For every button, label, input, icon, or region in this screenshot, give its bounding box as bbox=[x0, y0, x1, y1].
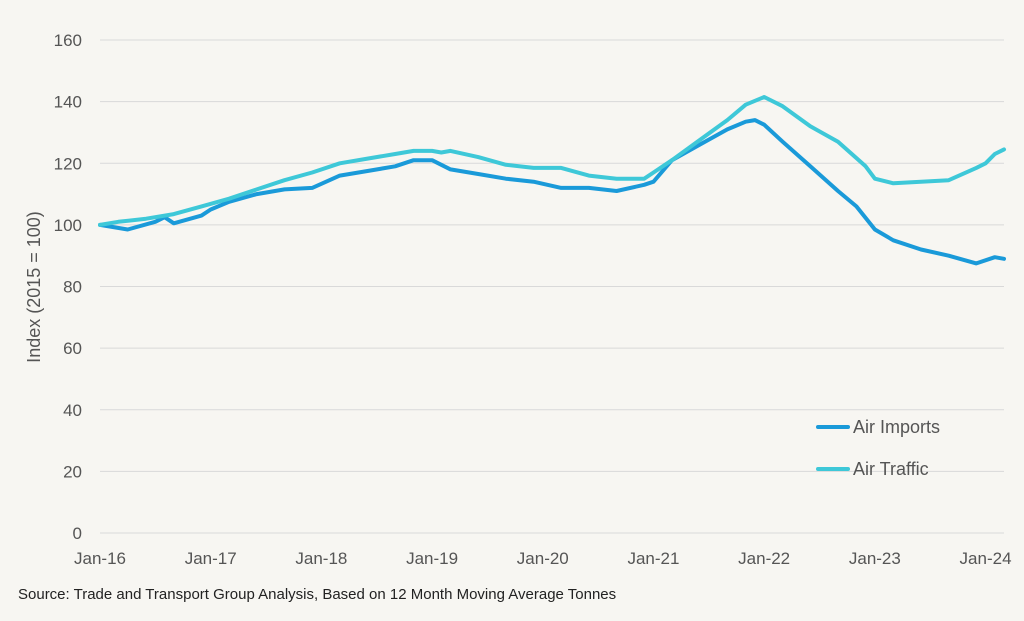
y-axis-ticks: 0 20 40 60 80 100 120 140 160 bbox=[54, 31, 82, 543]
x-tick-label: Jan-22 bbox=[738, 549, 790, 568]
gridlines bbox=[100, 39, 1004, 534]
x-tick-label: Jan-20 bbox=[517, 549, 569, 568]
x-tick-label: Jan-23 bbox=[849, 549, 901, 568]
y-axis-title: Index (2015 = 100) bbox=[24, 211, 44, 363]
y-tick-label: 60 bbox=[63, 339, 82, 358]
x-tick-label: Jan-17 bbox=[185, 549, 237, 568]
x-tick-label: Jan-19 bbox=[406, 549, 458, 568]
legend-item-air-traffic: Air Traffic bbox=[816, 459, 929, 479]
legend-label-air-imports: Air Imports bbox=[853, 417, 940, 437]
x-tick-label: Jan-21 bbox=[627, 549, 679, 568]
source-note: Source: Trade and Transport Group Analys… bbox=[18, 586, 616, 603]
y-tick-label: 20 bbox=[63, 462, 82, 481]
series-lines bbox=[98, 95, 1006, 266]
y-tick-label: 120 bbox=[54, 154, 82, 173]
y-tick-label: 160 bbox=[54, 31, 82, 50]
x-tick-label: Jan-16 bbox=[74, 549, 126, 568]
y-tick-label: 80 bbox=[63, 278, 82, 297]
x-axis-ticks: Jan-16 Jan-17 Jan-18 Jan-19 Jan-20 Jan-21 Jan-… bbox=[74, 549, 1012, 568]
x-tick-label: Jan-24 bbox=[960, 549, 1012, 568]
series-line-air-traffic bbox=[98, 95, 1006, 227]
y-tick-label: 140 bbox=[54, 93, 82, 112]
series-line-air-imports bbox=[98, 118, 1006, 266]
legend-label-air-traffic: Air Traffic bbox=[853, 459, 929, 479]
x-tick-label: Jan-18 bbox=[295, 549, 347, 568]
y-tick-label: 100 bbox=[54, 216, 82, 235]
legend-item-air-imports: Air Imports bbox=[816, 417, 940, 437]
y-tick-label: 40 bbox=[63, 401, 82, 420]
legend: Air Imports Air Traffic bbox=[816, 417, 940, 479]
y-tick-label: 0 bbox=[73, 524, 82, 543]
